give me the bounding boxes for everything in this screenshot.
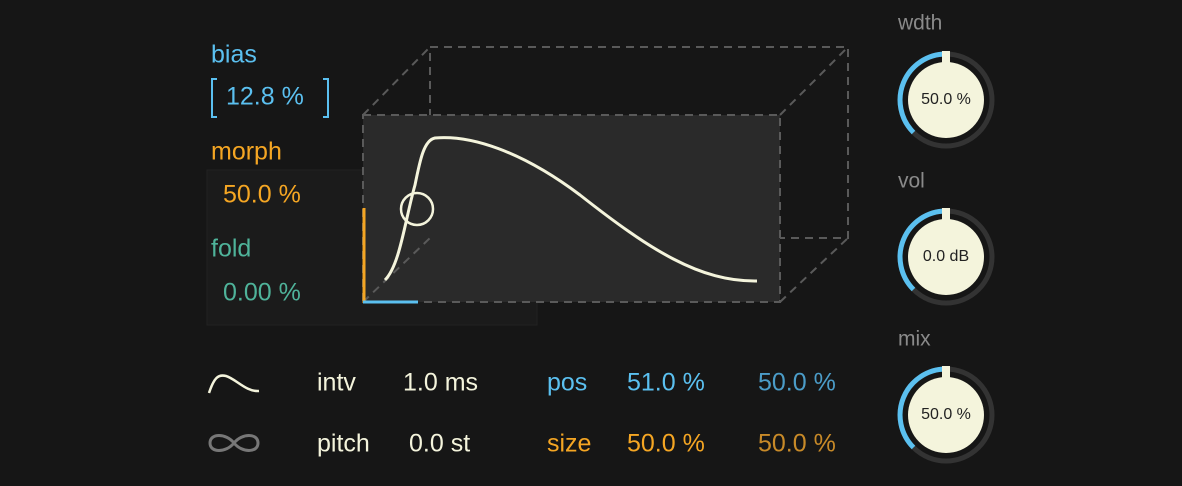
param-label: fold xyxy=(211,235,251,263)
envelope-curve xyxy=(383,136,758,283)
knob[interactable]: vol 0.0 dB xyxy=(897,170,995,306)
knob-arc xyxy=(897,366,947,450)
row-label: pos xyxy=(547,369,587,397)
row-value[interactable]: 51.0 % xyxy=(627,369,705,397)
knob-label: wdth xyxy=(897,12,942,35)
param-value[interactable]: 0.00 % xyxy=(223,279,301,307)
knob-pointer xyxy=(942,366,950,382)
row-value[interactable]: 50.0 % xyxy=(627,430,705,458)
knob-value: 50.0 % xyxy=(921,91,971,108)
handle[interactable] xyxy=(399,191,435,227)
knob-arc xyxy=(897,51,947,135)
row-value[interactable]: 1.0 ms xyxy=(403,369,478,397)
knob-face xyxy=(908,219,984,295)
box-edge xyxy=(362,46,431,116)
curve-icon[interactable] xyxy=(207,374,260,394)
knob[interactable]: wdth 50.0 % xyxy=(897,12,995,149)
box-edge xyxy=(362,237,431,303)
box-edge xyxy=(779,46,849,116)
box-front xyxy=(363,115,780,302)
row-label: pitch xyxy=(317,430,370,458)
knob-arc xyxy=(897,208,947,292)
knob-face xyxy=(908,62,984,138)
row-value[interactable]: 50.0 % xyxy=(758,430,836,458)
knob-pointer xyxy=(942,208,950,224)
knob-value: 0.0 dB xyxy=(923,248,969,265)
knob-pointer xyxy=(942,51,950,67)
row-value[interactable]: 50.0 % xyxy=(758,369,836,397)
box-front-outline xyxy=(362,114,781,303)
loop-icon[interactable] xyxy=(208,434,260,452)
focus-bracket xyxy=(211,78,329,118)
row-value[interactable]: 0.0 st xyxy=(409,430,470,458)
param-value[interactable]: 50.0 % xyxy=(223,181,301,209)
knob-value: 50.0 % xyxy=(921,406,971,423)
param-label: bias xyxy=(211,41,257,69)
knob-face xyxy=(908,377,984,453)
row-label: size xyxy=(547,430,591,458)
param-value[interactable]: 12.8 % xyxy=(226,83,304,111)
knob-label: vol xyxy=(898,170,925,193)
knob[interactable]: mix 50.0 % xyxy=(897,328,995,464)
box-edge xyxy=(779,237,849,303)
param-label: morph xyxy=(211,138,282,166)
row-label: intv xyxy=(317,369,356,397)
knob-label: mix xyxy=(898,328,931,351)
